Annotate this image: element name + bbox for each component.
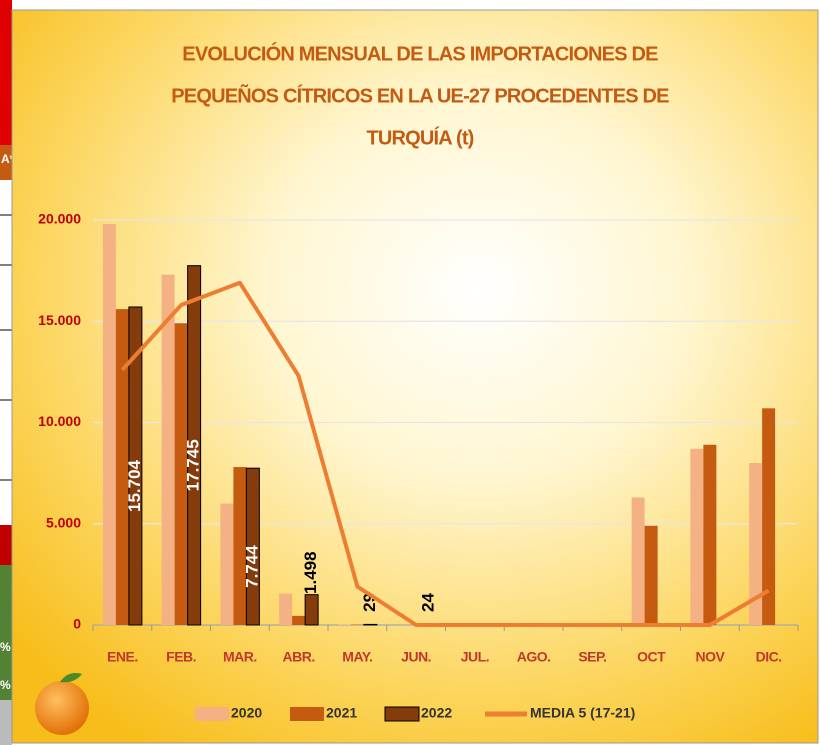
- bar: [363, 623, 378, 626]
- legend-swatch: [195, 707, 229, 721]
- x-tick-label: DIC.: [756, 649, 782, 665]
- y-tick-label: 5.000: [46, 514, 81, 530]
- bar: [631, 497, 645, 625]
- side-label: A*: [1, 152, 15, 166]
- bar: [220, 503, 234, 625]
- bar: [233, 467, 247, 625]
- legend-label: 2022: [421, 705, 452, 721]
- x-tick-label: ENE.: [107, 649, 138, 665]
- x-tick-label: NOV: [695, 649, 725, 665]
- legend-label: MEDIA 5 (17-21): [530, 705, 635, 721]
- bar: [762, 408, 776, 625]
- chart-title-line: EVOLUCIÓN MENSUAL DE LAS IMPORTACIONES D…: [182, 41, 658, 65]
- x-tick-label: SEP.: [578, 649, 606, 665]
- x-tick-label: JUL.: [461, 649, 489, 665]
- bar: [128, 306, 143, 626]
- data-label: 17.745: [184, 439, 203, 491]
- chart-title-line: PEQUEÑOS CÍTRICOS EN LA UE-27 PROCEDENTE…: [171, 84, 669, 107]
- bar: [337, 624, 351, 625]
- legend-label: 2021: [326, 705, 357, 721]
- orange-icon: [35, 673, 89, 735]
- x-tick-label: MAY.: [342, 649, 372, 665]
- side-table-fragment: A* % %: [0, 0, 15, 745]
- bar: [749, 463, 763, 625]
- bar: [161, 274, 175, 625]
- x-tick-label: FEB.: [166, 649, 196, 665]
- bar: [292, 615, 306, 625]
- line: [120, 280, 770, 627]
- legend-swatch: [290, 707, 324, 721]
- chart-title: EVOLUCIÓN MENSUAL DE LAS IMPORTACIONES D…: [171, 41, 670, 149]
- x-tick-label: JUN.: [401, 649, 431, 665]
- chart-background: [11, 9, 819, 744]
- data-label: 7.744: [242, 545, 261, 588]
- side-label: %: [0, 678, 11, 692]
- legend-swatch: [384, 706, 420, 722]
- y-tick-label: 20.000: [38, 211, 81, 227]
- x-tick-label: AGO.: [517, 649, 551, 665]
- bar: [187, 265, 202, 626]
- bar: [115, 309, 129, 625]
- chart-title-line: TURQUÍA (t): [366, 126, 473, 149]
- bar: [245, 467, 260, 626]
- y-tick-label: 0: [73, 616, 81, 632]
- data-label: 24: [419, 593, 438, 612]
- data-label: 15.704: [125, 459, 144, 512]
- y-tick-label: 15.000: [38, 312, 81, 328]
- x-tick-label: ABR.: [283, 649, 315, 665]
- bar: [304, 594, 319, 626]
- side-label: %: [0, 640, 11, 654]
- data-label: 1.498: [301, 551, 320, 594]
- legend-label: 2020: [231, 705, 262, 721]
- bar: [102, 224, 116, 626]
- bar: [644, 525, 658, 625]
- y-tick-label: 10.000: [38, 413, 81, 429]
- bar: [690, 448, 704, 625]
- x-tick-label: MAR.: [223, 649, 257, 665]
- x-tick-label: OCT: [637, 649, 666, 665]
- bar: [279, 593, 293, 625]
- bar: [703, 444, 717, 625]
- bar: [174, 323, 188, 625]
